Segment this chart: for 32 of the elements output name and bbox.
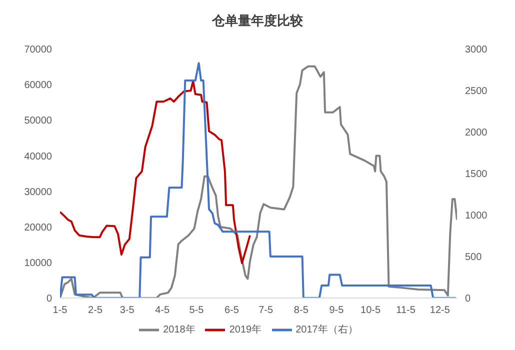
- y-tick-label: 10000: [24, 258, 52, 269]
- x-tick-label: 8-5: [294, 305, 309, 316]
- x-tick-label: 4-5: [155, 305, 170, 316]
- y2-tick-label: 500: [465, 252, 482, 264]
- y2-tick-label: 1000: [465, 210, 488, 222]
- x-tick-label: 6-5: [224, 305, 240, 316]
- x-tick-label: 9-5: [329, 305, 344, 316]
- y2-tick-label: 0: [465, 294, 471, 305]
- legend-label: 2017年（右）: [296, 324, 358, 336]
- y-tick-label: 50000: [24, 116, 52, 127]
- y-tick-label: 70000: [24, 44, 52, 56]
- line-series: [60, 80, 251, 264]
- y-tick-label: 20000: [24, 222, 52, 234]
- y2-tick-label: 1500: [465, 169, 488, 180]
- chart-title: 仓单量年度比较: [210, 12, 304, 30]
- x-tick-label: 11-5: [396, 305, 416, 316]
- y-tick-label: 30000: [24, 186, 52, 198]
- legend-label: 2018年: [163, 324, 196, 336]
- y-tick-label: 60000: [24, 80, 52, 92]
- x-tick-label: 1-5: [52, 305, 68, 316]
- x-tick-label: 3-5: [120, 305, 135, 316]
- legend-label: 2019年: [229, 324, 262, 336]
- y2-tick-label: 3000: [465, 44, 488, 56]
- x-tick-label: 2-5: [88, 305, 103, 316]
- x-tick-label: 10-5: [360, 305, 381, 316]
- y-tick-label: 0: [46, 294, 52, 305]
- x-tick-label: 12-5: [430, 305, 450, 316]
- x-tick-label: 7-5: [258, 305, 274, 316]
- x-tick-label: 5-5: [189, 305, 204, 316]
- y2-tick-label: 2500: [465, 86, 488, 98]
- y2-tick-label: 2000: [465, 128, 488, 139]
- y-tick-label: 40000: [24, 151, 52, 162]
